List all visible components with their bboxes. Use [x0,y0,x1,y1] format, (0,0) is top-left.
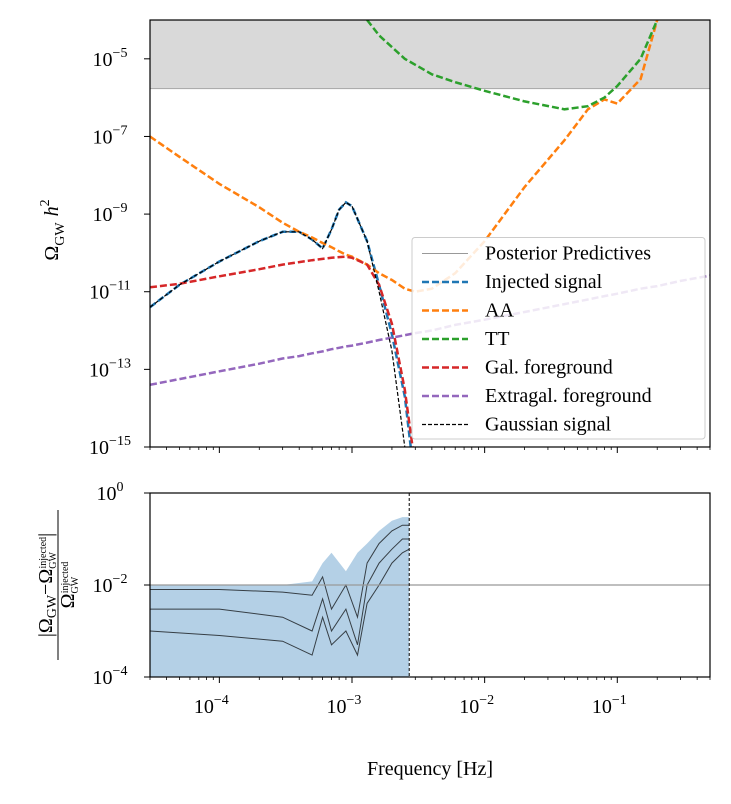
x-tick-label: 10−1 [592,693,627,718]
y-tick-label: 10−15 [89,434,131,459]
series-line [150,255,414,447]
legend-box [411,237,706,440]
series-line [150,274,710,387]
legend-label: TT [485,328,509,350]
y-tick-label: 10−9 [93,201,128,226]
plot-area [150,20,710,447]
y-tick-label: 10−7 [93,123,128,148]
y-tick-label: 10−11 [89,279,130,304]
series-line [150,200,412,447]
series-line [150,201,406,447]
x-tick-label: 10−4 [194,693,229,718]
excluded-region [150,20,710,90]
posterior-trace [150,548,410,657]
x-tick-label: 10−2 [459,693,494,718]
denominator: ΩGWinjected [57,562,81,609]
numerator: |ΩGW−ΩGWinjected| [35,533,60,637]
bottom-panel: 10−4 10−3 10−2 10−1 10−4 10−2 100 [93,480,711,718]
legend-label: Gaussian signal [485,414,612,436]
legend-label: AA [485,300,514,322]
top-panel: 10−15 10−13 10−11 10−9 10−7 10−5 Posterior Pre… [89,19,711,459]
y-axis-label-bottom: |ΩGW−ΩGWinjected| ΩGWinjected [35,510,81,660]
legend-label: Gal. foreground [485,357,613,379]
series-line [366,20,659,111]
series-line [150,20,659,293]
legend-label: Posterior Predictives [485,243,651,265]
y-tick-label: 100 [97,480,124,505]
y-axis-label: ΩGWh2 [38,199,68,260]
posterior-trace [150,538,410,645]
posterior-band [150,517,410,677]
y-tick-label: 10−4 [93,664,128,689]
plot-frame [149,19,711,448]
plot-area [150,493,710,677]
x-tick-label: 10−3 [327,693,362,718]
legend: Posterior Predictives Injected signal AA TT… [411,237,706,440]
x-axis-label: Frequency [Hz] [367,758,493,780]
y-tick-label: 10−5 [93,46,128,71]
y-tick-label: 10−2 [93,572,128,597]
legend-label: Extragal. foreground [485,385,652,407]
y-tick-label: 10−13 [89,356,131,381]
legend-label: Injected signal [485,271,603,293]
